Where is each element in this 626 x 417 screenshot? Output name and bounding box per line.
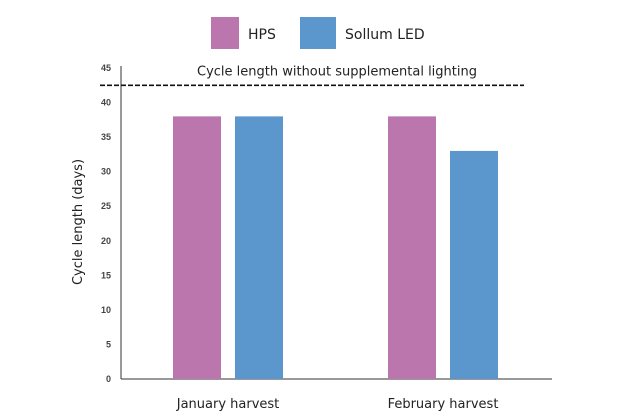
- y-tick-label: 5: [106, 339, 111, 349]
- bar-sollum-led-2: [450, 150, 498, 379]
- reference-line-group: Cycle length without supplemental lighti…: [100, 64, 524, 87]
- y-tick-label: 20: [101, 236, 111, 246]
- bar-hps-2: [388, 116, 436, 379]
- x-tick-label: February harvest: [388, 397, 499, 412]
- y-tick-label: 15: [101, 270, 111, 280]
- x-tick-labels: January harvest February harvest: [176, 397, 499, 412]
- bar-sollum-led-1: [235, 116, 283, 379]
- y-tick-label: 30: [101, 167, 111, 177]
- y-tick-labels: 0 5 10 15 20 25 30 35 40 45: [101, 63, 111, 384]
- legend-swatch-hps: [211, 17, 239, 49]
- x-tick-label: January harvest: [176, 397, 280, 412]
- y-tick-label: 25: [101, 201, 111, 211]
- y-tick-label: 10: [101, 305, 111, 315]
- y-axis-title: Cycle length (days): [71, 159, 86, 285]
- y-tick-label: 35: [101, 132, 111, 142]
- y-tick-label: 40: [101, 98, 111, 108]
- legend: HPS Sollum LED: [211, 17, 425, 49]
- y-tick-label: 45: [101, 63, 111, 73]
- reference-line-label: Cycle length without supplemental lighti…: [197, 64, 477, 79]
- bars: [173, 116, 498, 379]
- legend-label-hps: HPS: [248, 27, 276, 43]
- y-axis-group: Cycle length (days) 0 5 10 15 20 25 30 35 40 45: [71, 63, 111, 384]
- legend-label-sollum-led: Sollum LED: [345, 27, 425, 43]
- legend-swatch-sollum-led: [300, 17, 336, 49]
- y-tick-label: 0: [106, 374, 111, 384]
- bar-hps-1: [173, 116, 221, 379]
